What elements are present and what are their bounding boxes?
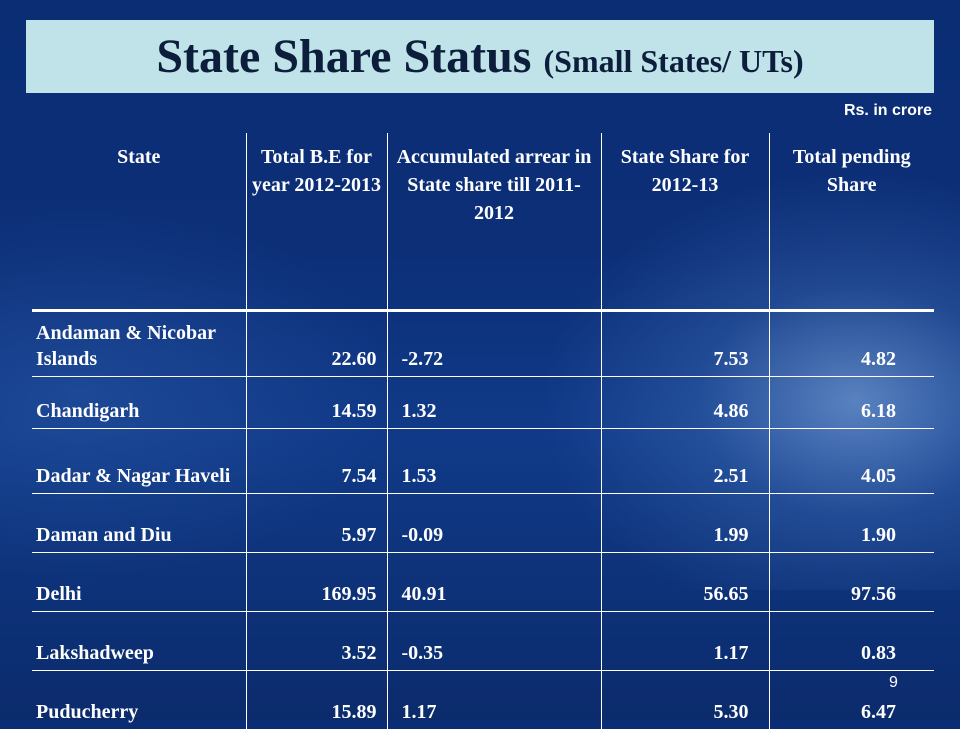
header-total-pending: Total pending Share (769, 133, 934, 311)
cell-accumulated-arrear: -2.72 (387, 311, 601, 377)
cell-state-share: 2.51 (601, 429, 769, 494)
cell-total-be: 169.95 (246, 553, 387, 612)
page-number: 9 (889, 674, 898, 692)
cell-state-share: 7.53 (601, 311, 769, 377)
cell-accumulated-arrear: 40.91 (387, 553, 601, 612)
cell-state-share: 1.99 (601, 494, 769, 553)
cell-total-pending: 4.05 (769, 429, 934, 494)
cell-total-pending: 1.90 (769, 494, 934, 553)
cell-state: Daman and Diu (32, 494, 246, 553)
table-row: Chandigarh 14.59 1.32 4.86 6.18 (32, 377, 934, 429)
slide-title-sub: (Small States/ UTs) (543, 43, 803, 79)
state-share-table: State Total B.E for year 2012-2013 Accum… (32, 133, 934, 729)
cell-state: Lakshadweep (32, 612, 246, 671)
cell-state-share: 4.86 (601, 377, 769, 429)
table-row: Daman and Diu 5.97 -0.09 1.99 1.90 (32, 494, 934, 553)
header-state: State (32, 133, 246, 311)
cell-total-be: 22.60 (246, 311, 387, 377)
cell-state-share: 56.65 (601, 553, 769, 612)
cell-total-pending: 0.83 (769, 612, 934, 671)
table-row: Dadar & Nagar Haveli 7.54 1.53 2.51 4.05 (32, 429, 934, 494)
table-row: Puducherry 15.89 1.17 5.30 6.47 (32, 671, 934, 729)
cell-state: Delhi (32, 553, 246, 612)
cell-state: Chandigarh (32, 377, 246, 429)
cell-accumulated-arrear: 1.53 (387, 429, 601, 494)
cell-total-be: 7.54 (246, 429, 387, 494)
cell-total-pending: 6.47 (769, 671, 934, 729)
cell-accumulated-arrear: 1.17 (387, 671, 601, 729)
cell-total-pending: 4.82 (769, 311, 934, 377)
cell-state: Puducherry (32, 671, 246, 729)
cell-total-be: 15.89 (246, 671, 387, 729)
table-header-row: State Total B.E for year 2012-2013 Accum… (32, 133, 934, 311)
cell-state: Andaman & Nicobar Islands (32, 311, 246, 377)
cell-state-share: 1.17 (601, 612, 769, 671)
slide-title: State Share Status (Small States/ UTs) (156, 33, 803, 81)
header-state-share: State Share for 2012-13 (601, 133, 769, 311)
cell-total-be: 14.59 (246, 377, 387, 429)
table-row: Lakshadweep 3.52 -0.35 1.17 0.83 (32, 612, 934, 671)
slide-title-main: State Share Status (156, 30, 531, 83)
cell-total-pending: 6.18 (769, 377, 934, 429)
cell-total-pending: 97.56 (769, 553, 934, 612)
table-row: Delhi 169.95 40.91 56.65 97.56 (32, 553, 934, 612)
cell-accumulated-arrear: 1.32 (387, 377, 601, 429)
unit-label: Rs. in crore (844, 102, 932, 120)
cell-total-be: 5.97 (246, 494, 387, 553)
cell-state: Dadar & Nagar Haveli (32, 429, 246, 494)
cell-state-share: 5.30 (601, 671, 769, 729)
title-banner: State Share Status (Small States/ UTs) (26, 20, 934, 93)
cell-total-be: 3.52 (246, 612, 387, 671)
header-accumulated-arrear: Accumulated arrear in State share till 2… (387, 133, 601, 311)
cell-accumulated-arrear: -0.35 (387, 612, 601, 671)
header-total-be: Total B.E for year 2012-2013 (246, 133, 387, 311)
table-row: Andaman & Nicobar Islands 22.60 -2.72 7.… (32, 311, 934, 377)
cell-accumulated-arrear: -0.09 (387, 494, 601, 553)
